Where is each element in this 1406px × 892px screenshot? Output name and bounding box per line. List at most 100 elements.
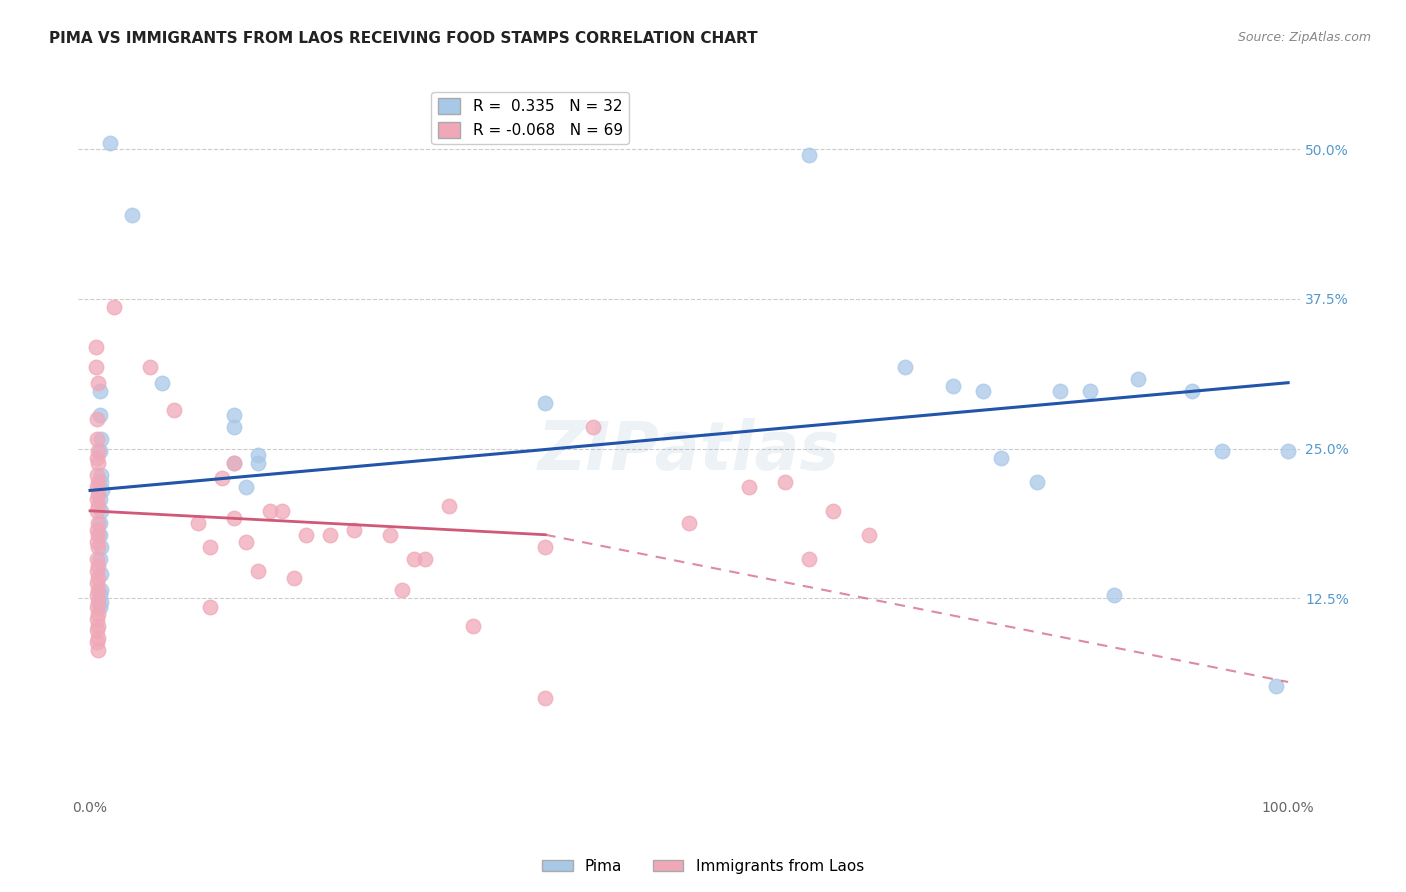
Point (86, 611, 108, 625)
Point (84, 360, 107, 375)
Point (86, 588, 108, 602)
Point (90, 595, 112, 609)
Point (534, 396, 557, 410)
Point (90, 567, 112, 582)
Point (89, 599, 111, 614)
Point (198, 540, 221, 554)
Point (211, 471, 233, 485)
Point (163, 403, 186, 417)
Point (87, 516, 110, 530)
Point (942, 379, 965, 393)
Point (87, 571, 110, 585)
Point (89, 527, 111, 541)
Point (990, 451, 1012, 466)
Point (89, 551, 111, 566)
Text: ZIPatlas: ZIPatlas (538, 418, 839, 484)
Point (87, 582, 110, 597)
Point (87, 595, 110, 609)
Point (86, 432, 108, 446)
Point (90, 432, 112, 446)
Point (121, 208, 143, 222)
Point (246, 564, 269, 578)
Point (87, 527, 110, 541)
Point (821, 504, 844, 518)
Point (415, 551, 437, 566)
Text: Source: ZipAtlas.com: Source: ZipAtlas.com (1237, 31, 1371, 45)
Point (235, 480, 257, 494)
Point (91, 483, 114, 498)
Point (86, 467, 108, 482)
Point (222, 420, 245, 434)
Point (1080, 384, 1102, 398)
Legend: R =  0.335   N = 32, R = -0.068   N = 69: R = 0.335 N = 32, R = -0.068 N = 69 (432, 92, 628, 145)
Point (90, 582, 112, 597)
Point (1181, 384, 1204, 398)
Point (246, 448, 269, 462)
Point (87, 618, 110, 632)
Point (87, 631, 110, 645)
Point (103, 300, 125, 314)
Point (89, 588, 111, 602)
Point (1128, 372, 1150, 386)
Point (86, 504, 108, 518)
Point (86, 635, 108, 649)
Point (90, 540, 112, 554)
Point (1104, 588, 1126, 602)
Point (1049, 384, 1071, 398)
Point (222, 456, 245, 470)
Point (1265, 679, 1288, 693)
Point (797, 551, 820, 566)
Point (87, 444, 110, 458)
Point (86, 411, 108, 425)
Point (198, 599, 221, 614)
Point (270, 504, 292, 518)
Point (87, 540, 110, 554)
Point (1277, 444, 1299, 458)
Point (84, 340, 107, 354)
Point (402, 551, 425, 566)
Point (150, 376, 173, 390)
Point (678, 516, 700, 530)
Point (893, 360, 915, 375)
Point (86, 491, 108, 506)
Point (86, 480, 108, 494)
Point (87, 475, 110, 489)
Point (87, 558, 110, 573)
Point (235, 535, 257, 549)
Point (972, 384, 994, 398)
Point (534, 690, 557, 705)
Point (222, 511, 245, 525)
Point (87, 642, 110, 657)
Point (86, 564, 108, 578)
Point (391, 582, 413, 597)
Point (858, 527, 880, 541)
Point (294, 527, 316, 541)
Point (100, 136, 122, 151)
Point (139, 360, 162, 375)
Point (378, 527, 401, 541)
Point (89, 516, 111, 530)
Point (87, 376, 110, 390)
Point (87, 607, 110, 621)
Point (773, 475, 796, 489)
Point (318, 527, 340, 541)
Point (87, 499, 110, 513)
Point (87, 487, 110, 501)
Point (86, 451, 108, 466)
Point (1025, 475, 1047, 489)
Point (89, 408, 111, 422)
Point (89, 384, 111, 398)
Point (86, 624, 108, 638)
Point (582, 420, 605, 434)
Text: PIMA VS IMMIGRANTS FROM LAOS RECEIVING FOOD STAMPS CORRELATION CHART: PIMA VS IMMIGRANTS FROM LAOS RECEIVING F… (49, 31, 758, 46)
Point (439, 499, 461, 513)
Point (87, 456, 110, 470)
Point (86, 575, 108, 590)
Point (343, 523, 366, 537)
Point (534, 540, 557, 554)
Point (259, 504, 281, 518)
Point (90, 475, 112, 489)
Point (89, 444, 111, 458)
Point (797, 148, 820, 162)
Point (463, 618, 485, 632)
